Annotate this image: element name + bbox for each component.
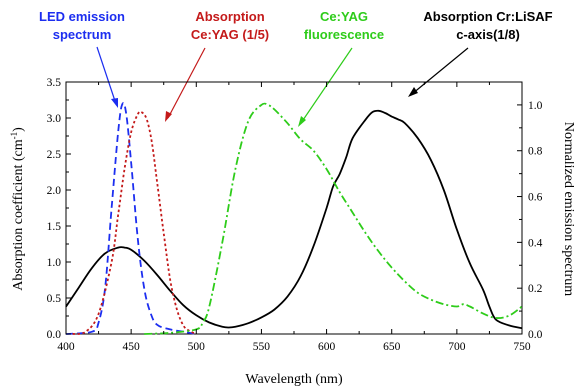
y-right-tick-label: 1.0 [528, 100, 543, 112]
series-line-abs-crlisaf [65, 109, 523, 330]
annotation-ceyag-fl-line1: Ce:YAG [320, 9, 368, 24]
annotation-abs-ceyag: Absorption Ce:YAG (1/5) [191, 9, 269, 42]
y-axis-right-title: Normalized emission spectrum [561, 122, 574, 296]
arrow-abs-ceyag [167, 47, 206, 119]
arrow-abs-ceyag-head [165, 111, 172, 122]
y-axis-left-title-sup: -1 [9, 132, 19, 140]
series-layer [65, 102, 523, 335]
y-left-tick-label: 2.5 [47, 149, 62, 161]
annotation-ceyag-fl-line2: fluorescence [304, 27, 384, 42]
y-left-tick-label: 1.5 [47, 221, 62, 233]
x-axis: 400 450 500 550 600 650 700 750 [57, 82, 531, 353]
x-axis-title: Wavelength (nm) [245, 372, 343, 387]
x-tick-label: 600 [318, 341, 336, 353]
annotation-abs-ceyag-line2: Ce:YAG (1/5) [191, 27, 269, 42]
y-axis-left: 0.0 0.5 1.0 1.5 2.0 2.5 3.0 3.5 [47, 77, 71, 341]
y-right-tick-label: 0.6 [528, 192, 543, 204]
annotation-led-line2: spectrum [53, 27, 112, 42]
y-left-tick-label: 3.5 [47, 77, 62, 89]
y-axis-left-title-main: Absorption coefficient (cm [11, 139, 26, 290]
y-left-tick-label: 1.0 [47, 257, 62, 269]
annotation-led-line1: LED emission [39, 9, 125, 24]
arrow-abs-crlisaf [411, 47, 469, 95]
arrow-ceyag-fl-head [298, 116, 306, 127]
y-left-tick-label: 0.0 [47, 329, 62, 341]
annotation-ceyag-fluorescence: Ce:YAG fluorescence [304, 9, 384, 42]
y-right-tick-label: 0.4 [528, 237, 543, 249]
y-axis-left-title-end: ) [11, 127, 26, 132]
y-right-tick-label: 0.0 [528, 329, 543, 341]
x-tick-label: 750 [513, 341, 531, 353]
annotation-abs-crlisaf: Absorption Cr:LiSAF c-axis(1/8) [423, 9, 552, 42]
y-right-tick-label: 0.2 [528, 283, 543, 295]
x-tick-label: 450 [123, 341, 141, 353]
x-tick-label: 500 [188, 341, 206, 353]
annotation-abs-ceyag-line1: Absorption [195, 9, 264, 24]
y-axis-right: 0.0 0.2 0.4 0.6 0.8 1.0 [517, 81, 543, 341]
x-tick-label: 400 [57, 341, 75, 353]
x-tick-label: 700 [448, 341, 466, 353]
series-line-led [65, 102, 197, 335]
arrow-led-head [111, 98, 118, 108]
series-line-ceyag-fl [144, 102, 523, 335]
y-left-tick-label: 2.0 [47, 185, 62, 197]
x-tick-label: 550 [253, 341, 271, 353]
annotation-abs-crlisaf-line1: Absorption Cr:LiSAF [423, 9, 552, 24]
annotation-led: LED emission spectrum [39, 9, 125, 42]
arrow-led [96, 46, 117, 105]
y-left-tick-label: 0.5 [47, 293, 62, 305]
x-tick-label: 650 [383, 341, 401, 353]
y-right-tick-label: 0.8 [528, 146, 543, 158]
annotation-abs-crlisaf-line2: c-axis(1/8) [456, 27, 520, 42]
y-axis-left-title: Absorption coefficient (cm-1) [9, 127, 26, 291]
arrow-abs-crlisaf-head [408, 87, 418, 97]
y-left-tick-label: 3.0 [47, 113, 62, 125]
